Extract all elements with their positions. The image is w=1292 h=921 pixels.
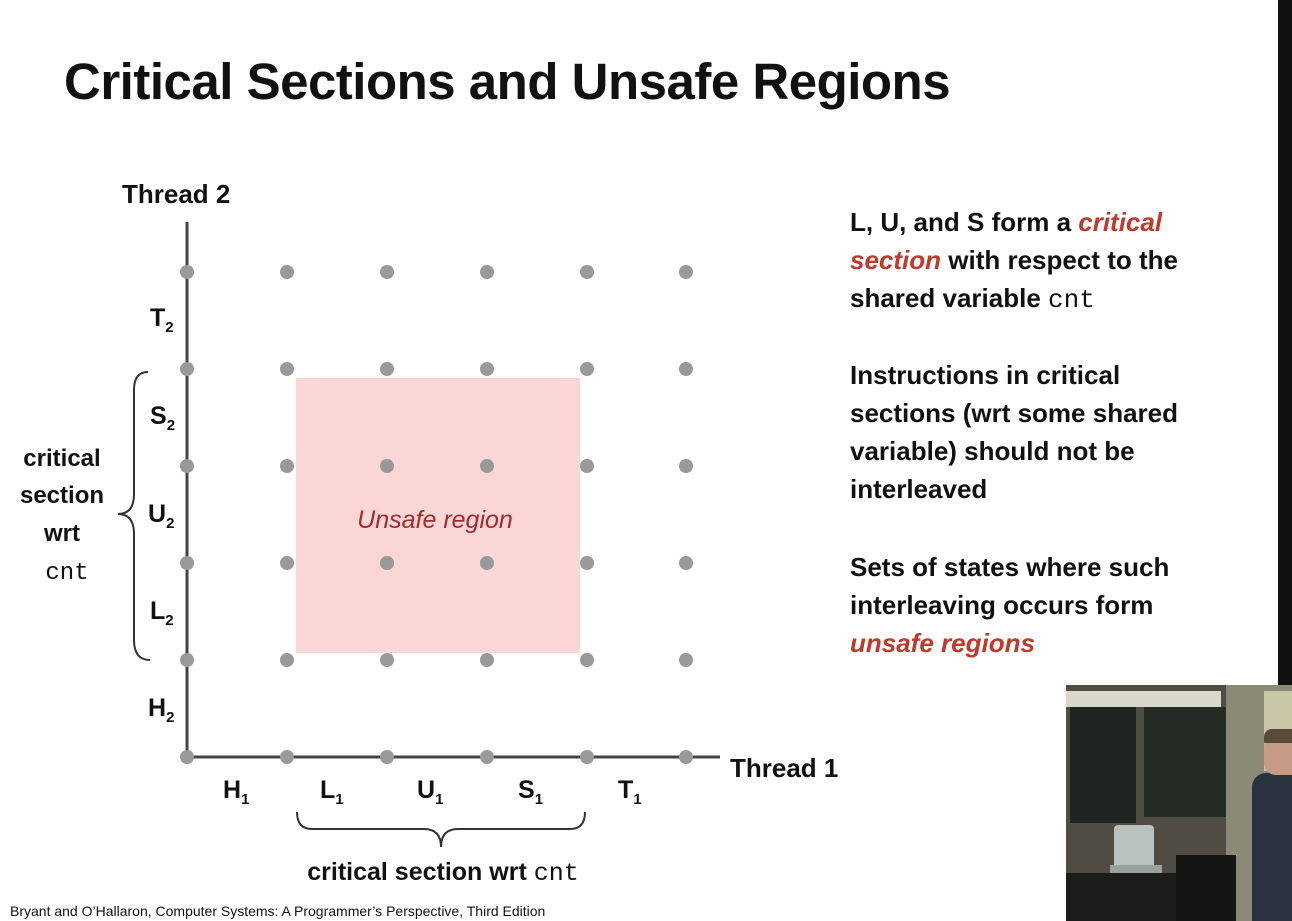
state-dot-3-4	[480, 362, 494, 376]
state-dot-5-3	[679, 459, 693, 473]
state-dot-1-2	[280, 556, 294, 570]
state-dot-4-5	[580, 265, 594, 279]
state-dot-0-5	[180, 265, 194, 279]
x-tick-L1: L1	[320, 776, 344, 808]
x-tick-H1: H1	[223, 776, 250, 808]
state-dot-3-3	[480, 459, 494, 473]
state-dot-0-4	[180, 362, 194, 376]
svg-text:critical: critical	[23, 445, 100, 472]
x-tick-T1: T1	[618, 776, 642, 808]
state-dot-0-1	[180, 653, 194, 667]
y-tick-H2: H2	[148, 694, 175, 726]
left-brace	[117, 371, 151, 661]
x-axis-label: Thread 1	[730, 753, 838, 783]
x-tick-S1: S1	[518, 776, 544, 808]
region-label: Unsafe region	[357, 506, 513, 534]
state-dot-1-1	[280, 653, 294, 667]
state-dot-1-5	[280, 265, 294, 279]
state-grid	[180, 265, 693, 764]
state-dot-0-2	[180, 556, 194, 570]
state-dot-1-3	[280, 459, 294, 473]
state-dot-3-2	[480, 556, 494, 570]
progress-graph: Unsafe region Thread 2 Thread 1 critical…	[20, 179, 838, 888]
y-tick-L2: L2	[150, 597, 174, 629]
svg-text:wrt: wrt	[43, 520, 80, 547]
state-dot-1-4	[280, 362, 294, 376]
state-dot-4-4	[580, 362, 594, 376]
note-unsafe-regions: Sets of states where such interleaving o…	[850, 552, 1170, 658]
note-interleaving: Instructions in critical sections (wrt s…	[850, 360, 1178, 504]
note-critical-section: L, U, and S form a critical section with…	[850, 207, 1178, 315]
state-dot-3-1	[480, 653, 494, 667]
state-dot-0-0	[180, 750, 194, 764]
left-brace-label: critical section wrt cnt	[20, 445, 104, 587]
state-dot-0-3	[180, 459, 194, 473]
bottom-brace	[296, 811, 586, 848]
footer-credit: Bryant and O’Hallaron, Computer Systems:…	[10, 903, 546, 919]
y-tick-T2: T2	[150, 304, 174, 336]
state-dot-4-2	[580, 556, 594, 570]
state-dot-2-2	[380, 556, 394, 570]
x-tick-U1: U1	[417, 776, 444, 808]
state-dot-5-5	[679, 265, 693, 279]
state-dot-4-1	[580, 653, 594, 667]
y-tick-S2: S2	[150, 402, 176, 434]
bottom-brace-label: critical section wrt cnt	[307, 858, 578, 888]
state-dot-1-0	[280, 750, 294, 764]
state-dot-5-1	[679, 653, 693, 667]
state-dot-3-0	[480, 750, 494, 764]
state-dot-2-4	[380, 362, 394, 376]
y-tick-U2: U2	[148, 500, 175, 532]
state-dot-4-0	[580, 750, 594, 764]
state-dot-5-2	[679, 556, 693, 570]
state-dot-2-3	[380, 459, 394, 473]
slide-title: Critical Sections and Unsafe Regions	[64, 53, 951, 110]
frame-edge	[1278, 0, 1292, 685]
svg-text:cnt: cnt	[45, 560, 88, 587]
speaker-video-thumbnail	[1066, 685, 1292, 921]
state-dot-2-0	[380, 750, 394, 764]
state-dot-4-3	[580, 459, 594, 473]
state-dot-5-0	[679, 750, 693, 764]
state-dot-2-5	[380, 265, 394, 279]
unsafe-region	[296, 378, 580, 653]
state-dot-5-4	[679, 362, 693, 376]
svg-text:section: section	[20, 482, 104, 509]
state-dot-3-5	[480, 265, 494, 279]
state-dot-2-1	[380, 653, 394, 667]
y-axis-label: Thread 2	[122, 179, 230, 209]
